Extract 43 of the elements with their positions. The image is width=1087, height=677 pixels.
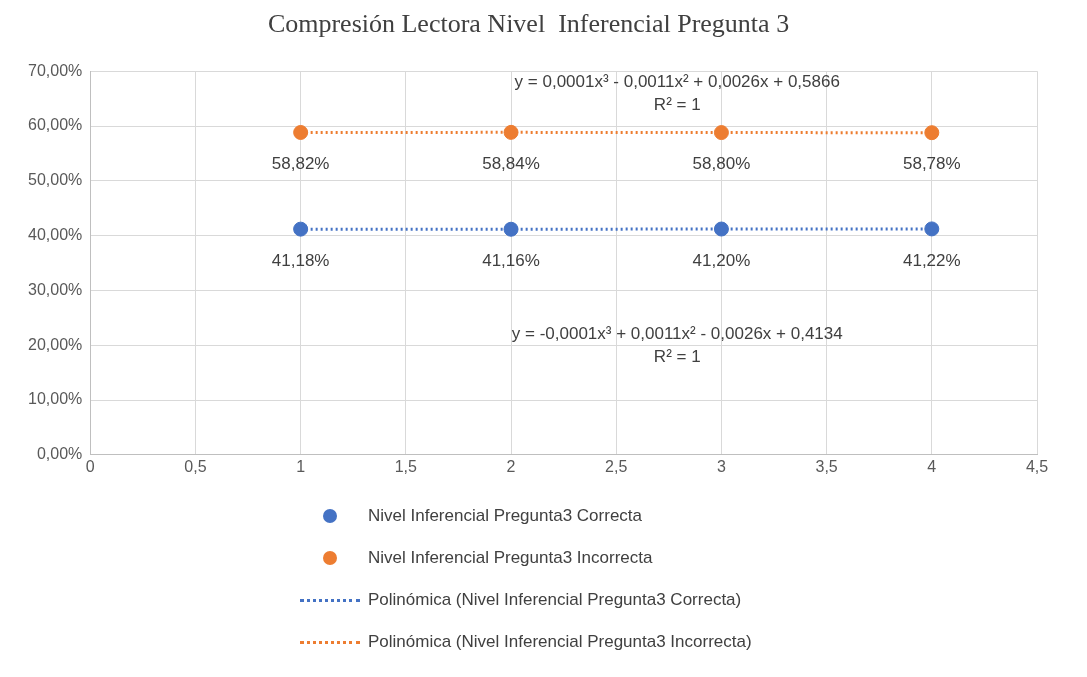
point: [713, 221, 729, 237]
x-tick-label: 4: [927, 457, 937, 475]
y-tick-label: 60,00%: [28, 116, 83, 134]
y-tick-label: 70,00%: [28, 61, 83, 79]
point: [713, 125, 729, 141]
annotation: R² = 1: [653, 95, 701, 115]
point: [924, 125, 940, 141]
legend-label: Polinómica (Nivel Inferencial Pregunta3 Incorrecta): [368, 632, 752, 652]
annotation: y = -0,0001x³ + 0,0011x² - 0,0026x + 0,4134: [511, 323, 843, 343]
data-label: 41,22%: [902, 250, 961, 270]
annotation: y = 0,0001x³ - 0,0011x² + 0,0026x + 0,5866: [514, 72, 840, 92]
x-tick-label: 0: [85, 457, 95, 475]
chart-title: Compresión Lectora Nivel Inferencial Pregunta 3: [267, 9, 790, 39]
x-tick-label: 2,5: [605, 457, 628, 475]
point: [293, 221, 309, 237]
point: [503, 221, 519, 237]
data-label: 58,80%: [692, 154, 751, 174]
y-tick-label: 20,00%: [28, 335, 83, 353]
annotation: R² = 1: [653, 346, 701, 366]
x-tick-label: 1,5: [394, 457, 418, 475]
point: [924, 221, 940, 237]
point: [293, 124, 309, 140]
y-tick-label: 30,00%: [28, 280, 83, 298]
point: [503, 124, 519, 140]
data-label: 41,18%: [271, 250, 330, 270]
y-tick-label: 50,00%: [28, 171, 83, 189]
data-label: 58,78%: [902, 154, 961, 174]
x-tick-label: 3: [716, 457, 726, 475]
legend-label: Nivel Inferencial Pregunta3 Correcta: [368, 506, 643, 526]
y-tick-label: 10,00%: [28, 390, 83, 408]
x-tick-label: 4,5: [1025, 457, 1049, 475]
data-label: 58,84%: [482, 154, 540, 174]
data-label: 41,20%: [692, 250, 751, 270]
legend-label: Nivel Inferencial Pregunta3 Incorrecta: [368, 548, 653, 568]
y-tick-label: 40,00%: [28, 226, 83, 244]
y-tick-label: 0,00%: [36, 445, 83, 463]
x-tick-label: 0,5: [184, 457, 207, 475]
data-label: 41,16%: [482, 250, 540, 270]
x-tick-label: 1: [296, 457, 306, 475]
legend-label: Polinómica (Nivel Inferencial Pregunta3 Correcta): [368, 590, 742, 610]
x-tick-label: 2: [506, 457, 516, 475]
data-label: 58,82%: [271, 154, 330, 174]
x-tick-label: 3,5: [815, 457, 838, 475]
